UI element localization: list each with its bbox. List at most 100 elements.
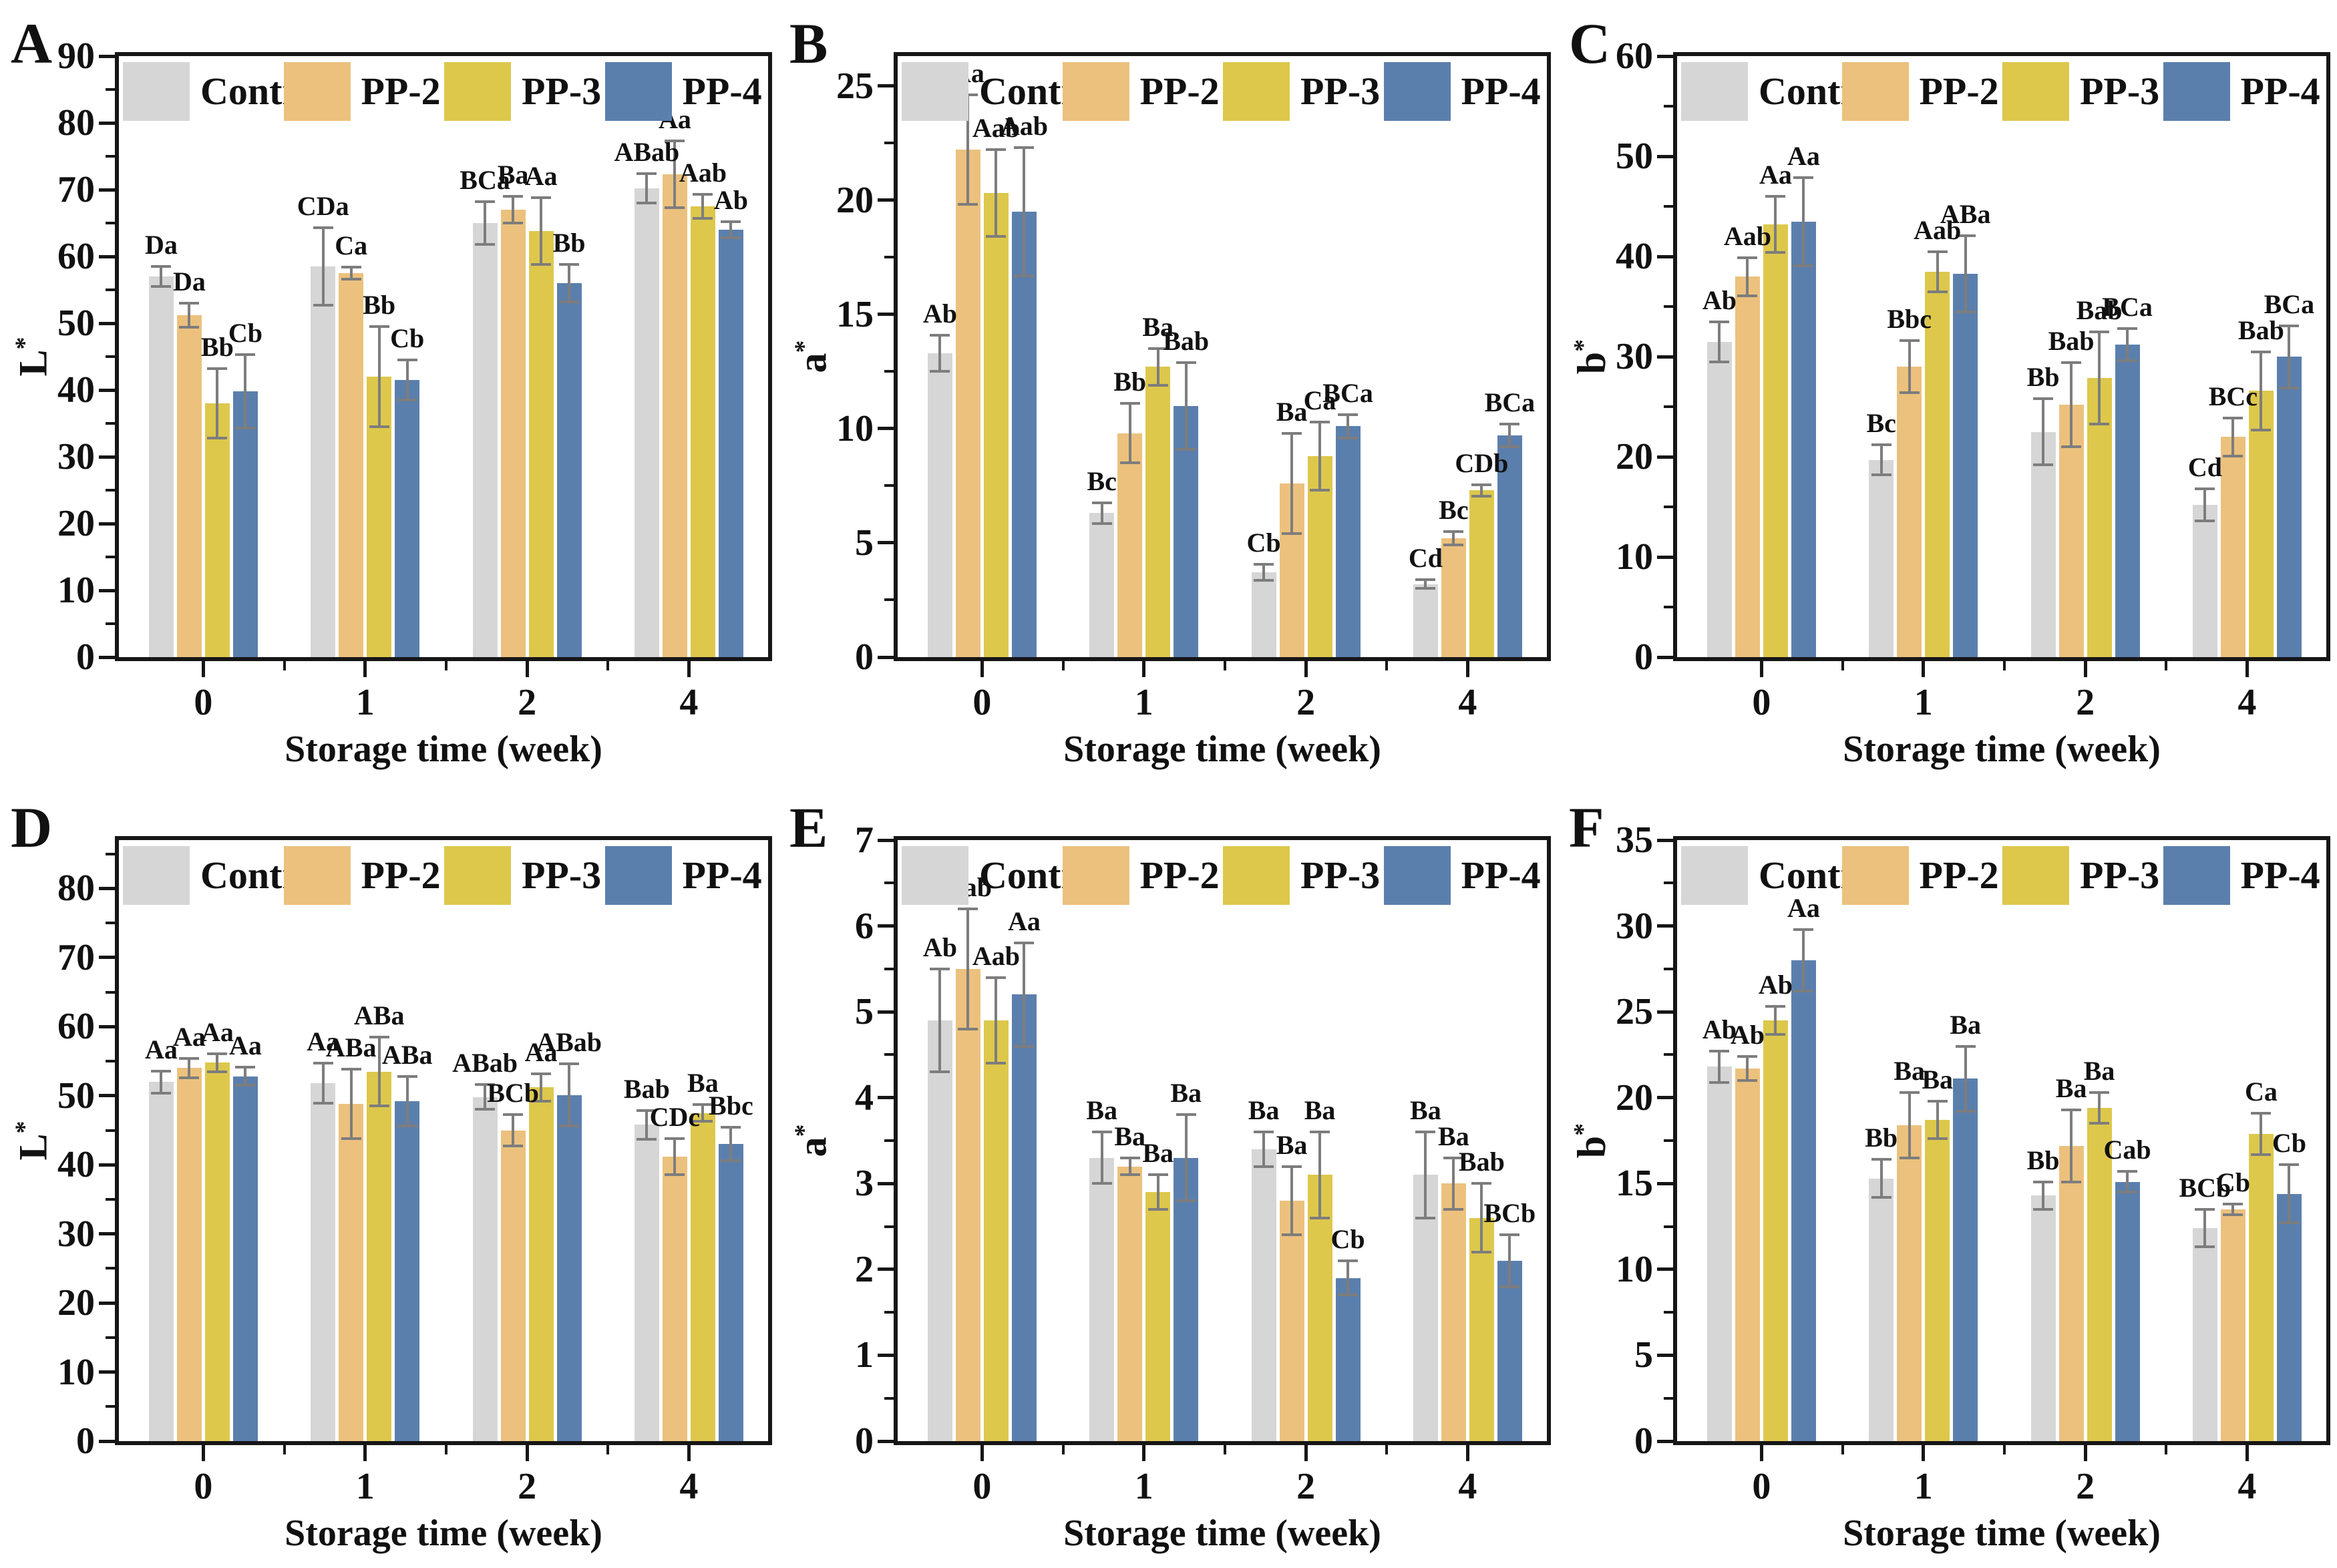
- error-bar: [188, 1058, 191, 1078]
- y-tick-label: 90: [57, 35, 95, 77]
- significance-label: Aa: [1007, 906, 1041, 937]
- error-bar-cap-bottom: [475, 1108, 496, 1111]
- error-bar-cap-bottom: [665, 1173, 685, 1176]
- significance-label: Ca: [1303, 385, 1336, 415]
- significance-label: Aa: [1787, 140, 1820, 171]
- bar-pp-2-week0: [1735, 1068, 1760, 1441]
- error-bar-cap-top: [179, 1056, 200, 1060]
- significance-label: Ba: [1950, 1009, 1982, 1040]
- legend-label: PP-4: [1461, 69, 1541, 113]
- error-bar: [377, 327, 381, 427]
- error-bar: [1262, 1132, 1266, 1167]
- legend-label: PP-3: [1300, 69, 1381, 113]
- error-bar-cap-top: [637, 172, 657, 175]
- error-bar-cap-top: [1765, 1005, 1786, 1008]
- legend-label: PP-4: [2240, 69, 2320, 113]
- y-tick-label: 40: [57, 1144, 95, 1186]
- y-tick-label: 5: [855, 522, 874, 564]
- error-bar: [2231, 1204, 2235, 1215]
- significance-label: Aab: [1914, 214, 1962, 245]
- y-axis-title-letter: a: [790, 1137, 834, 1157]
- x-tick-label: 4: [1458, 682, 1477, 723]
- error-bar: [2288, 1165, 2291, 1223]
- significance-label: BCa: [2102, 292, 2153, 322]
- y-tick-label: 20: [1616, 1076, 1653, 1119]
- error-bar: [1156, 349, 1159, 385]
- x-axis-minor-tick: [1061, 1445, 1065, 1454]
- y-axis-minor-tick: [1664, 1053, 1673, 1056]
- bar-pp-2-week0: [1735, 276, 1760, 657]
- error-bar-cap-top: [559, 1062, 580, 1066]
- y-axis-minor-tick: [1664, 881, 1673, 885]
- x-axis-minor-tick: [606, 1445, 610, 1454]
- error-bar-cap-top: [1737, 1055, 1758, 1058]
- x-axis-minor-tick: [444, 661, 447, 670]
- bar-pp-2-week4: [662, 174, 687, 657]
- significance-label: Aa: [307, 1026, 340, 1057]
- bar-pp-3-week4: [2248, 1133, 2274, 1441]
- y-axis-minor-tick: [1664, 1396, 1673, 1400]
- legend: Control PP-2 PP-3 PP-4: [123, 843, 765, 908]
- error-bar-cap-bottom: [1899, 391, 1920, 394]
- error-bar-cap-bottom: [1254, 579, 1274, 582]
- legend-item-pp-3: PP-3: [1223, 846, 1384, 905]
- error-bar-cap-bottom: [1176, 447, 1196, 451]
- error-bar-cap-top: [693, 1103, 713, 1107]
- error-bar-cap-bottom: [369, 425, 389, 428]
- bar-pp-4-week2: [2115, 345, 2140, 657]
- error-bar: [405, 360, 409, 400]
- error-bar-cap-bottom: [930, 1070, 950, 1074]
- error-bar: [1774, 196, 1777, 252]
- significance-label: Bb: [1113, 367, 1147, 397]
- significance-label: ABab: [614, 137, 680, 167]
- bar-pp-4-week0: [1011, 211, 1037, 657]
- error-bar-cap-top: [1927, 250, 1948, 253]
- error-bar-cap-top: [1499, 423, 1520, 425]
- legend-swatch-pp-4: [2163, 846, 2230, 905]
- bar-control-week1: [311, 1083, 336, 1441]
- error-bar: [1346, 415, 1350, 438]
- error-bar-cap-top: [151, 1069, 172, 1072]
- bar-control-week2: [1251, 572, 1276, 657]
- error-bar-cap-bottom: [559, 1125, 580, 1128]
- error-bar: [995, 150, 998, 237]
- error-bar: [966, 908, 970, 1029]
- x-axis-minor-tick: [1223, 1445, 1226, 1454]
- significance-label: Aa: [144, 1034, 178, 1064]
- legend-item-control: Control: [123, 62, 329, 121]
- y-axis-tick: [99, 1301, 115, 1305]
- legend: Control PP-2 PP-3 PP-4: [1681, 59, 2324, 124]
- x-axis-minor-tick: [1385, 1445, 1389, 1454]
- bar-pp-2-week4: [2220, 1209, 2245, 1441]
- x-tick-label: 2: [1296, 682, 1316, 723]
- significance-label: Bbc: [709, 1091, 753, 1121]
- y-axis-minor-tick: [106, 852, 115, 855]
- y-axis-minor-tick: [106, 990, 115, 994]
- x-axis-minor-tick: [444, 1445, 447, 1454]
- x-axis-minor-tick: [1061, 661, 1065, 670]
- y-axis-tick: [99, 321, 115, 325]
- panel-letter-C: C: [1569, 11, 1611, 75]
- y-tick-label: 20: [57, 503, 95, 544]
- y-axis-tick: [99, 121, 115, 125]
- error-bar: [2260, 351, 2263, 430]
- error-bar-cap-top: [2089, 1091, 2110, 1094]
- x-tick-label: 4: [1458, 1466, 1477, 1507]
- y-axis-tick: [99, 588, 115, 592]
- error-bar-cap-top: [1282, 431, 1302, 435]
- error-bar-cap-top: [1443, 530, 1464, 533]
- bar-pp-4-week0: [1791, 960, 1816, 1441]
- bar-pp-3-week2: [1307, 1175, 1332, 1441]
- x-tick-label: 1: [1914, 682, 1933, 723]
- bar-control-week2: [472, 1097, 498, 1441]
- bar-pp-3-week2: [528, 231, 554, 657]
- y-axis-tick: [878, 541, 894, 545]
- significance-label: Cb: [390, 323, 425, 353]
- error-bar-cap-top: [986, 976, 1007, 979]
- x-axis-tick: [2083, 1445, 2087, 1461]
- error-bar: [1156, 1175, 1159, 1209]
- legend-item-pp-4: PP-4: [1383, 846, 1545, 905]
- panel-A: A L* Control PP-2 PP-3 PP-4 Da Da Bb Cb CDa Ca Bb Cb B…: [0, 0, 779, 784]
- legend-label: PP-4: [1461, 853, 1541, 897]
